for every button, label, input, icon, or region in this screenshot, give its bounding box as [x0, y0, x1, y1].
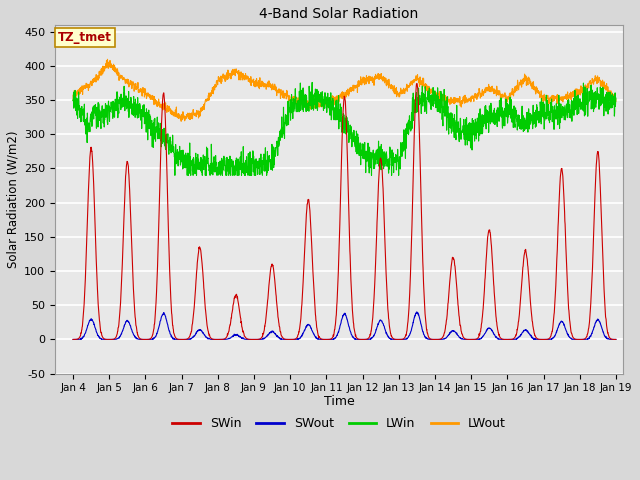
X-axis label: Time: Time — [324, 395, 355, 408]
Y-axis label: Solar Radiation (W/m2): Solar Radiation (W/m2) — [7, 131, 20, 268]
Text: TZ_tmet: TZ_tmet — [58, 31, 111, 44]
Title: 4-Band Solar Radiation: 4-Band Solar Radiation — [259, 7, 419, 21]
Legend: SWin, SWout, LWin, LWout: SWin, SWout, LWin, LWout — [167, 412, 511, 435]
